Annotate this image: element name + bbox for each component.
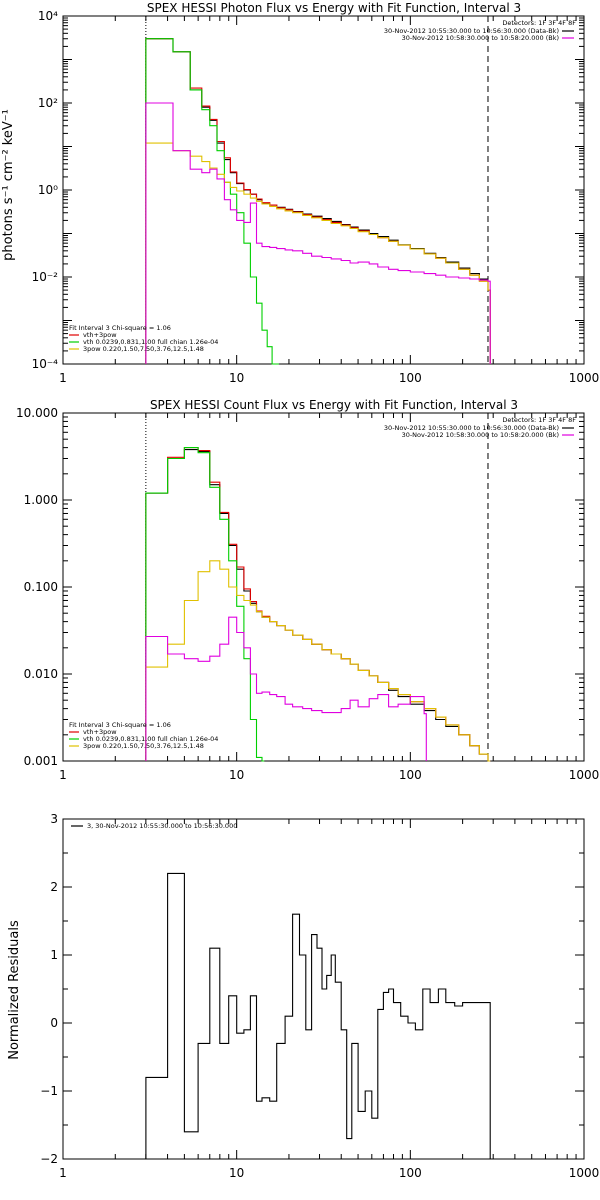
legend-header: Detectors: 1F 3F 4F 8F — [502, 19, 576, 27]
legend-entry: 30-Nov-2012 10:58:30.000 to 10:58:20.000… — [402, 34, 559, 42]
series-line-2 — [145, 447, 265, 762]
y-tick-label: 1.000 — [24, 493, 58, 507]
legend-entry: 3pow 0.220,1.50,7.50,3.76,12.5,1.48 — [83, 345, 204, 353]
y-tick-label: 0.010 — [24, 667, 58, 681]
y-tick-label: 2 — [50, 880, 58, 894]
legend-entry: 3, 30-Nov-2012 10:55:30.000 to 10:56:30.… — [87, 822, 237, 830]
count-flux-panel: SPEX HESSI Count Flux vs Energy with Fit… — [16, 398, 599, 782]
x-tick-label: 1000 — [569, 768, 600, 782]
legend-entry: vth+3pow — [83, 331, 117, 339]
x-tick-label: 100 — [399, 371, 422, 385]
y-tick-label: 10⁻² — [32, 270, 59, 284]
legend-entry: 30-Nov-2012 10:55:30.000 to 10:56:30.000… — [384, 27, 559, 35]
x-tick-label: 10 — [229, 371, 244, 385]
y-tick-label: −1 — [40, 1084, 58, 1098]
y-tick-label: 0 — [50, 1016, 58, 1030]
legend-entry: 30-Nov-2012 10:58:30.000 to 10:58:20.000… — [402, 431, 559, 439]
y-tick-label: 0.001 — [24, 754, 58, 768]
legend-header: Fit Interval 3 Chi-square = 1.06 — [69, 721, 171, 729]
y-tick-label: 10⁰ — [38, 183, 58, 197]
x-tick-label: 1 — [59, 768, 67, 782]
legend-entry: 30-Nov-2012 10:55:30.000 to 10:56:30.000… — [384, 424, 559, 432]
legend-header: Fit Interval 3 Chi-square = 1.06 — [69, 324, 171, 332]
panel-title: SPEX HESSI Photon Flux vs Energy with Fi… — [147, 1, 521, 15]
x-tick-label: 10 — [229, 1166, 244, 1180]
y-tick-label: 10⁻⁴ — [32, 357, 59, 371]
y-tick-label: 1 — [50, 948, 58, 962]
y-tick-label: −2 — [40, 1152, 58, 1166]
y-tick-label: 10.000 — [16, 406, 58, 420]
x-tick-label: 1 — [59, 1166, 67, 1180]
x-tick-label: 10 — [229, 768, 244, 782]
y-axis-label: Normalized Residuals — [7, 920, 22, 1060]
y-tick-label: 3 — [50, 812, 58, 826]
series-line-2 — [145, 38, 279, 365]
series-line-3 — [145, 560, 491, 762]
series-line-4 — [145, 102, 491, 364]
legend-header: Detectors: 1F 3F 4F 8F — [502, 416, 576, 424]
legend-entry: 3pow 0.220,1.50,7.50,3.76,12.5,1.48 — [83, 742, 204, 750]
y-tick-label: 0.100 — [24, 580, 58, 594]
panel-title: SPEX HESSI Count Flux vs Energy with Fit… — [150, 398, 518, 412]
y-axis-label: photons s⁻¹ cm⁻² keV⁻¹ — [1, 109, 16, 261]
y-tick-label: 10² — [38, 96, 58, 110]
legend-entry: vth 0.0239,0.831,1.00 full chian 1.26e-0… — [83, 735, 218, 743]
series-line-3 — [145, 142, 491, 364]
photon-flux-panel: SPEX HESSI Photon Flux vs Energy with Fi… — [1, 1, 599, 385]
x-tick-label: 100 — [399, 768, 422, 782]
series-line-4 — [145, 616, 427, 761]
x-tick-label: 1 — [59, 371, 67, 385]
legend-entry: vth 0.0239,0.831,1.00 full chian 1.26e-0… — [83, 338, 218, 346]
y-tick-label: 10⁴ — [38, 9, 58, 23]
x-tick-label: 1000 — [569, 371, 600, 385]
series-line-0 — [145, 872, 491, 1159]
x-tick-label: 1000 — [569, 1166, 600, 1180]
residuals-panel: Normalized Residuals 1 10 100 1000 −2 −1 0 1 2 3 3… — [7, 812, 599, 1180]
legend-entry: vth+3pow — [83, 728, 117, 736]
x-tick-label: 100 — [399, 1166, 422, 1180]
